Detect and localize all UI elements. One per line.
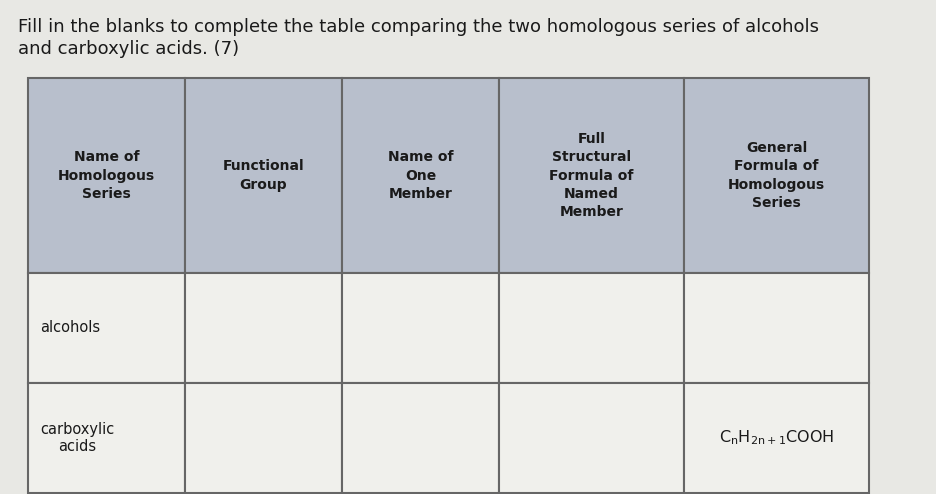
Bar [28,273,185,383]
Text: Functional
Group: Functional Group [223,159,304,192]
Text: Fill in the blanks to complete the table comparing the two homologous series of : Fill in the blanks to complete the table… [18,18,819,36]
Bar [185,273,342,383]
Bar [342,383,499,493]
Bar [499,273,684,383]
Text: Full
Structural
Formula of
Named
Member: Full Structural Formula of Named Member [549,132,634,219]
Text: General
Formula of
Homologous
Series: General Formula of Homologous Series [728,141,825,210]
Bar [28,383,185,493]
Bar [185,78,342,273]
Bar [342,273,499,383]
Text: alcohols: alcohols [40,321,100,335]
Text: Name of
Homologous
Series: Name of Homologous Series [58,150,155,201]
Bar [28,78,185,273]
Text: Name of
One
Member: Name of One Member [388,150,453,201]
Bar [342,78,499,273]
Bar [499,78,684,273]
Text: and carboxylic acids. (7): and carboxylic acids. (7) [18,40,239,58]
Text: carboxylic
acids: carboxylic acids [40,422,114,454]
Text: $\mathregular{C_nH_{2n+1}COOH}$: $\mathregular{C_nH_{2n+1}COOH}$ [719,429,834,448]
Bar [185,383,342,493]
Bar [684,78,869,273]
Bar [684,383,869,493]
Bar [684,273,869,383]
Bar [499,383,684,493]
